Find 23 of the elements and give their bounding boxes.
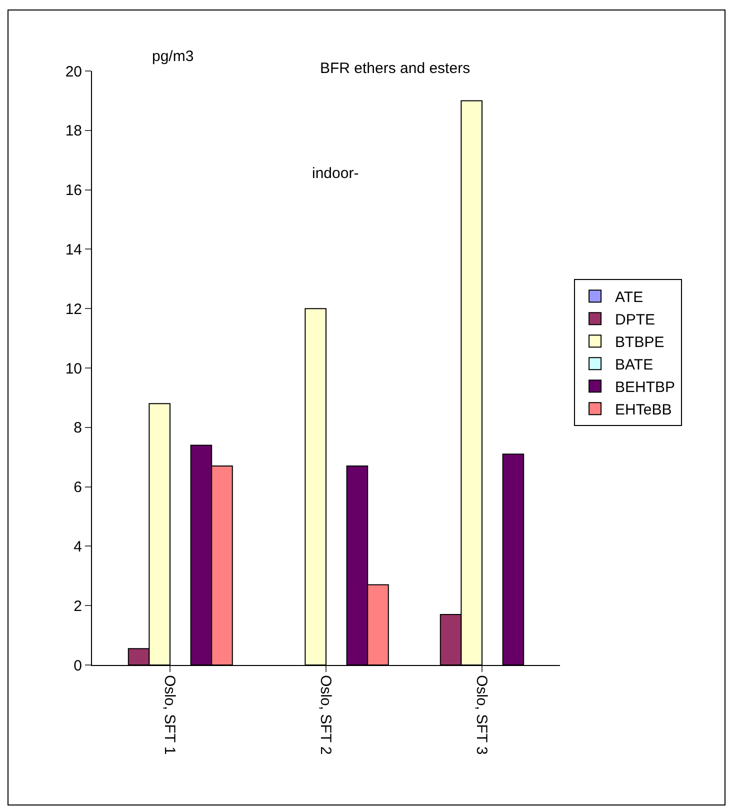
x-tick-label: Oslo, SFT 3	[473, 675, 490, 755]
y-axis-title: pg/m3	[152, 48, 194, 65]
legend-label: BEHTBP	[615, 379, 676, 396]
y-tick-label: 6	[74, 479, 82, 496]
x-tick-label: Oslo, SFT 2	[317, 675, 334, 755]
y-tick-label: 4	[74, 538, 82, 556]
legend-label: BTBPE	[615, 334, 664, 351]
y-tick-label: 18	[65, 122, 82, 140]
legend-label: ATE	[615, 289, 644, 306]
x-tick-label: Oslo, SFT 1	[161, 675, 178, 755]
y-tick-label: 2	[74, 598, 82, 615]
y-tick-label: 10	[65, 360, 82, 378]
annotation: indoor-	[312, 165, 359, 182]
legend-label: EHTeBB	[615, 402, 672, 418]
chart-title: BFR ethers and esters	[320, 60, 470, 77]
y-tick-label: 16	[65, 182, 82, 200]
y-tick-label: 20	[65, 63, 82, 80]
y-tick-label: 14	[65, 241, 82, 258]
legend-label: BATE	[615, 356, 654, 374]
y-tick-label: 8	[74, 420, 82, 437]
y-tick-label: 0	[74, 657, 82, 674]
y-tick-label: 12	[65, 300, 82, 318]
legend-label: DPTE	[615, 312, 656, 328]
